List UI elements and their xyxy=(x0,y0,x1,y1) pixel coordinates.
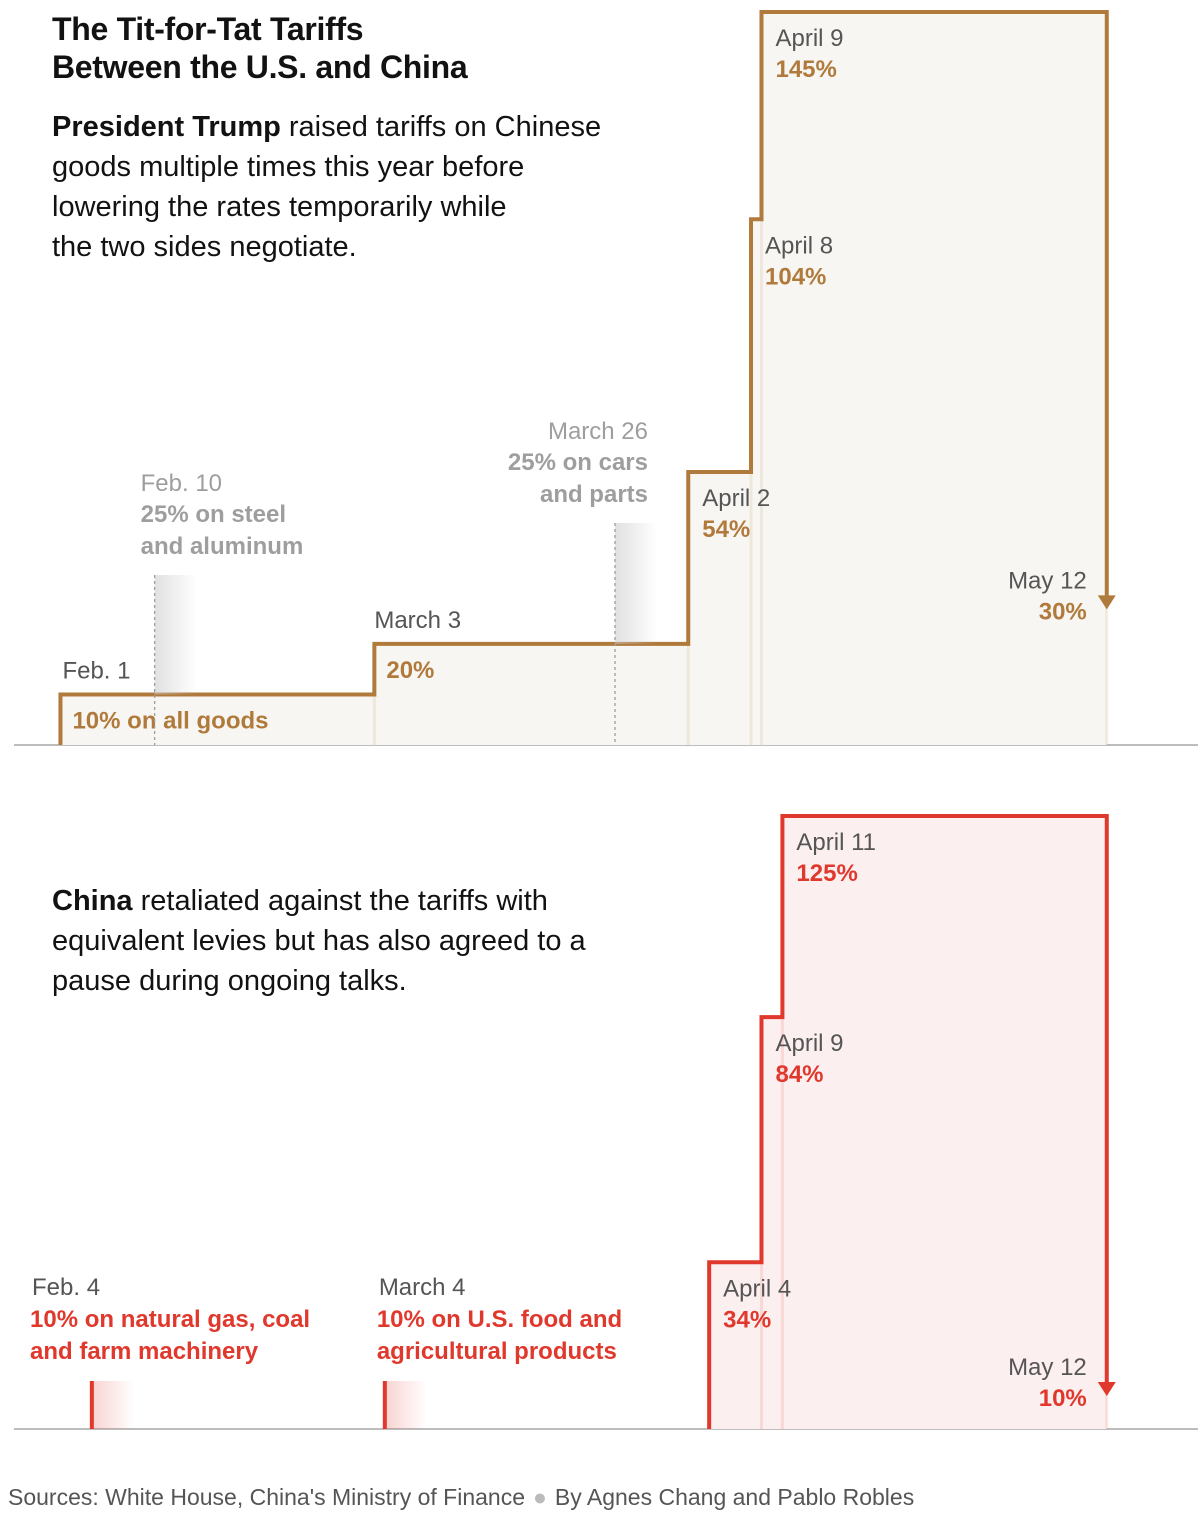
us-intro-line-1: raised tariffs on Chinese xyxy=(280,111,602,143)
chart-us-step-date-1: March 3 xyxy=(374,607,461,634)
us-intro-line-2: goods multiple times this year before xyxy=(52,151,525,183)
us-intro-line-4: the two sides negotiate. xyxy=(52,231,357,263)
chart-china-step-date-1: April 9 xyxy=(775,1030,843,1057)
title-line-2: Between the U.S. and China xyxy=(52,49,468,85)
chart-us-area xyxy=(60,12,1107,745)
chart-us-step-value-5: 30% xyxy=(1039,598,1087,625)
chart-us-annotation-date-1: March 26 xyxy=(548,418,648,445)
chart-us-annotation-fade-0 xyxy=(154,575,197,695)
chart-china-drop-arrow xyxy=(1097,1381,1116,1396)
chart-china-annotation-fade-1 xyxy=(384,1381,427,1429)
us-intro: President Trump raised tariffs on Chines… xyxy=(52,107,601,267)
chart-china-step-value-3: 10% xyxy=(1039,1385,1087,1412)
chart-us-step-value-0: 10% on all goods xyxy=(72,707,268,734)
chart-us-step-value-2: 54% xyxy=(702,516,750,543)
chart-us-step-date-4: April 9 xyxy=(775,25,843,52)
footer-sources: Sources: White House, China's Ministry o… xyxy=(8,1484,525,1510)
chart-us-annotation-fade-1 xyxy=(615,523,658,644)
chart-china-annotation-text-1-0: 10% on U.S. food and xyxy=(377,1306,622,1333)
chart-china-step-date-2: April 11 xyxy=(796,829,876,856)
chart-china-step-line xyxy=(707,814,1107,1429)
title-line-1: The Tit-for-Tat Tariffs xyxy=(52,11,364,47)
chart-us-annotation-text-0-0: 25% on steel xyxy=(141,501,286,528)
chart-china-step-value-1: 84% xyxy=(775,1061,823,1088)
chart-us-drop-arrow xyxy=(1097,595,1116,610)
chart-us-annotation-text-1-1: and parts xyxy=(540,481,648,508)
chart-us-annotation-date-0: Feb. 10 xyxy=(141,470,222,497)
chart-title: The Tit-for-Tat Tariffs Between the U.S.… xyxy=(52,10,468,86)
chart-china-step-date-0: April 4 xyxy=(723,1275,791,1302)
chart-china-annotation-date-1: March 4 xyxy=(379,1274,466,1301)
china-intro: China retaliated against the tariffs wit… xyxy=(52,881,586,1001)
chart-us-step-date-5: May 12 xyxy=(1008,567,1087,594)
china-intro-line-3: pause during ongoing talks. xyxy=(52,965,407,997)
china-intro-line-2: equivalent levies but has also agreed to… xyxy=(52,925,586,957)
chart-china-step-date-3: May 12 xyxy=(1008,1354,1087,1381)
footer-byline: By Agnes Chang and Pablo Robles xyxy=(554,1484,915,1510)
footer-separator-dot: ● xyxy=(532,1484,547,1510)
chart-us-step-date-3: April 8 xyxy=(765,232,833,259)
chart-china-step-value-2: 125% xyxy=(796,860,857,887)
chart-us-step-value-1: 20% xyxy=(386,657,434,684)
chart-us-step-line xyxy=(58,10,1107,745)
chart-china-annotation-fade-0 xyxy=(91,1381,134,1429)
chart-us-step-date-0: Feb. 1 xyxy=(62,657,130,684)
chart-china-step-value-0: 34% xyxy=(723,1306,771,1333)
chart-us-step-date-2: April 2 xyxy=(702,485,770,512)
china-intro-line-1: retaliated against the tariffs with xyxy=(132,885,548,917)
chart-china-annotation-date-0: Feb. 4 xyxy=(32,1274,100,1301)
chart-china-area xyxy=(709,816,1107,1429)
chart-us-annotation-text-1-0: 25% on cars xyxy=(508,449,648,476)
chart-china-annotation-text-0-0: 10% on natural gas, coal xyxy=(30,1306,310,1333)
china-intro-highlight: China xyxy=(52,885,133,917)
chart-china-annotation-text-1-1: agricultural products xyxy=(377,1338,617,1365)
chart-us-annotation-text-0-1: and aluminum xyxy=(141,533,304,560)
footer: Sources: White House, China's Ministry o… xyxy=(8,1484,914,1511)
us-intro-line-3: lowering the rates temporarily while xyxy=(52,191,507,223)
us-intro-highlight: President Trump xyxy=(52,111,281,143)
chart-us-step-value-3: 104% xyxy=(765,263,826,290)
chart-china-annotation-text-0-1: and farm machinery xyxy=(30,1338,259,1365)
chart-us-step-value-4: 145% xyxy=(775,56,836,83)
